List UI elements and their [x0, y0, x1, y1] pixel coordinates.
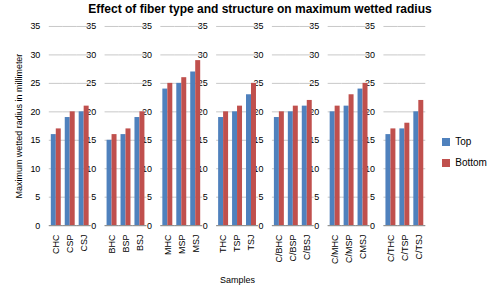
svg-text:35: 35 [141, 21, 152, 32]
svg-text:0: 0 [203, 221, 208, 231]
svg-text:15: 15 [141, 135, 152, 146]
svg-text:Samples: Samples [220, 275, 255, 285]
svg-text:0: 0 [314, 221, 319, 231]
svg-text:0: 0 [91, 221, 96, 231]
svg-text:30: 30 [86, 49, 97, 60]
svg-text:30: 30 [141, 49, 152, 60]
svg-text:30: 30 [197, 49, 208, 60]
svg-text:30: 30 [309, 49, 320, 60]
svg-text:C/MSP: C/MSP [344, 235, 354, 263]
svg-text:5: 5 [370, 192, 375, 202]
svg-text:10: 10 [86, 163, 97, 174]
svg-text:5: 5 [91, 192, 96, 202]
svg-text:CHC: CHC [51, 234, 61, 254]
svg-text:5: 5 [258, 192, 263, 202]
svg-text:TSP: TSP [232, 235, 242, 252]
svg-text:20: 20 [365, 106, 375, 117]
svg-text:BSJ: BSJ [135, 235, 145, 251]
svg-text:15: 15 [197, 135, 208, 146]
svg-text:30: 30 [30, 50, 40, 60]
svg-text:20: 20 [309, 106, 320, 117]
svg-text:MSP: MSP [177, 235, 187, 254]
html-text:Top: Top [455, 136, 472, 148]
svg-text:5: 5 [147, 192, 152, 202]
svg-text:0: 0 [370, 221, 375, 231]
svg-text:5: 5 [35, 192, 40, 202]
svg-text:35: 35 [253, 21, 264, 32]
svg-text:C/THC: C/THC [386, 234, 396, 262]
svg-text:25: 25 [309, 78, 320, 89]
svg-text:10: 10 [253, 163, 264, 174]
svg-text:15: 15 [309, 135, 320, 146]
svg-text:5: 5 [314, 192, 319, 202]
svg-text:35: 35 [86, 21, 97, 32]
html-text:Effect of fiber type and struc: Effect of fiber type and structure on ma… [88, 2, 432, 16]
svg-text:25: 25 [30, 78, 40, 88]
svg-text:15: 15 [30, 135, 40, 145]
svg-text:10: 10 [197, 163, 208, 174]
svg-text:25: 25 [253, 78, 264, 89]
svg-text:25: 25 [365, 78, 375, 89]
svg-text:0: 0 [35, 221, 40, 231]
svg-text:35: 35 [30, 21, 40, 31]
svg-text:C/MHC: C/MHC [330, 234, 340, 264]
svg-text:25: 25 [197, 78, 208, 89]
svg-text:MHC: MHC [163, 234, 173, 255]
svg-text:15: 15 [365, 135, 375, 146]
svg-text:10: 10 [309, 163, 320, 174]
svg-text:15: 15 [253, 135, 264, 146]
svg-text:30: 30 [365, 49, 375, 60]
svg-text:C/BSP: C/BSP [288, 235, 298, 262]
svg-text:30: 30 [253, 49, 264, 60]
svg-text:0: 0 [258, 221, 263, 231]
svg-text:THC: THC [218, 234, 228, 253]
svg-text:Maximum wetted radius in milli: Maximum wetted radius in millimeter [14, 54, 24, 199]
svg-text:CSP: CSP [65, 235, 75, 253]
svg-text:0: 0 [147, 221, 152, 231]
svg-text:MSJ: MSJ [191, 235, 201, 253]
svg-text:20: 20 [197, 106, 208, 117]
svg-text:15: 15 [86, 135, 97, 146]
svg-text:10: 10 [365, 163, 375, 174]
svg-text:C/TSP: C/TSP [400, 235, 410, 261]
svg-text:BSP: BSP [121, 235, 131, 253]
svg-text:20: 20 [86, 106, 97, 117]
svg-text:20: 20 [141, 106, 152, 117]
svg-text:10: 10 [141, 163, 152, 174]
svg-text:20: 20 [30, 107, 40, 117]
svg-text:25: 25 [86, 78, 97, 89]
svg-text:5: 5 [203, 192, 208, 202]
svg-text:25: 25 [141, 78, 152, 89]
html-text:Bottom: Bottom [455, 157, 487, 169]
svg-text:C/BSJ: C/BSJ [302, 235, 312, 260]
svg-text:TSJ: TSJ [246, 235, 256, 251]
svg-text:35: 35 [309, 21, 320, 32]
svg-text:10: 10 [30, 164, 40, 174]
svg-text:CMSJ: CMSJ [358, 235, 368, 259]
svg-text:C/TSJ: C/TSJ [414, 235, 424, 260]
svg-text:C/BHC: C/BHC [274, 234, 284, 262]
svg-text:35: 35 [365, 21, 375, 32]
svg-text:CSJ: CSJ [79, 235, 89, 252]
svg-text:35: 35 [197, 21, 208, 32]
svg-text:20: 20 [253, 106, 264, 117]
svg-text:BHC: BHC [107, 234, 117, 253]
